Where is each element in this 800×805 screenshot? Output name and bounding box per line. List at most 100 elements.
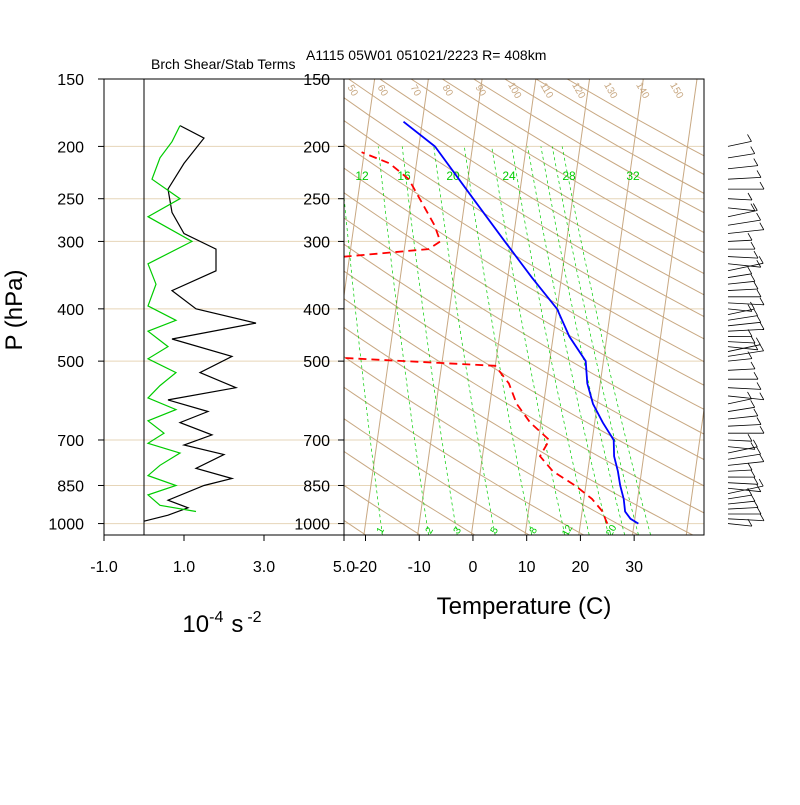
wind-barb-feather: [760, 223, 764, 230]
skewt-xtick-label--20: -20: [354, 559, 377, 576]
skewt-xtick-label-20: 20: [572, 559, 590, 576]
wind-barb: [728, 208, 755, 211]
isotherm-line: [471, 79, 535, 535]
wind-barb-feather: [757, 418, 761, 425]
mixing-ratio-label-28: 28: [562, 169, 576, 183]
wind-barb-feather: [760, 514, 764, 521]
mixing-ratio-label-bottom-20: 20: [604, 523, 619, 539]
wind-barb-feather: [759, 256, 763, 263]
wind-barb-feather: [754, 409, 758, 416]
chart-title: A1115 05W01 051021/2223 R= 408km: [306, 47, 546, 63]
mixing-ratio-label-bottom-12: 12: [560, 523, 575, 539]
adiabat-label-140: 140: [633, 81, 651, 101]
wind-barb-feather: [754, 251, 758, 258]
skewt-ytick-label-250: 250: [303, 192, 330, 209]
adiabat-label-150: 150: [667, 81, 685, 101]
wind-barb: [728, 470, 752, 471]
wind-barb: [728, 177, 761, 179]
adiabat-label-60: 60: [375, 83, 390, 99]
wind-barb-feather: [751, 470, 755, 477]
mixing-ratio-label-32: 32: [626, 169, 640, 183]
wind-barb: [728, 388, 761, 390]
wind-barb: [728, 407, 755, 411]
wind-barb-feather: [757, 507, 761, 514]
left-ytick-label-250: 250: [57, 192, 84, 209]
wind-barb: [728, 141, 752, 146]
wind-barb-feather: [750, 302, 754, 309]
wind-barb: [728, 281, 755, 284]
dry-adiabat-line: [255, 79, 800, 535]
skewt-ytick-label-300: 300: [303, 234, 330, 251]
dry-adiabat-line: [286, 79, 800, 535]
left-xtick-label--1.0: -1.0: [90, 559, 118, 576]
skewt-ytick-label-700: 700: [303, 433, 330, 450]
wind-barb-feather: [751, 147, 755, 154]
dry-adiabat-line: [567, 79, 800, 535]
wind-barb-feather: [760, 426, 764, 433]
wind-barb: [728, 345, 760, 352]
left-ytick-label-400: 400: [57, 302, 84, 319]
left-xtick-label-5.0: 5.0: [333, 559, 355, 576]
wind-barb: [728, 508, 758, 510]
left-ytick-label-1000: 1000: [48, 517, 84, 534]
wind-barb: [728, 154, 755, 158]
wind-barb-feather: [757, 290, 761, 297]
mixing-ratio-line: [541, 146, 625, 535]
wind-barb-feather: [760, 344, 764, 351]
wind-barb-feather: [748, 267, 752, 274]
left-ytick-label-150: 150: [57, 72, 84, 89]
left-ytick-label-700: 700: [57, 433, 84, 450]
wind-barb: [728, 342, 755, 343]
dry-adiabat-line: [411, 79, 800, 535]
wind-barb: [728, 240, 752, 241]
isotherm-line: [203, 79, 267, 535]
skewt-xtick-label-10: 10: [518, 559, 536, 576]
skewt-ytick-label-500: 500: [303, 354, 330, 371]
wind-barb-feather: [754, 282, 758, 289]
left-ytick-label-500: 500: [57, 354, 84, 371]
wind-barb: [728, 329, 764, 331]
adiabat-label-110: 110: [537, 81, 555, 101]
wind-barb: [728, 166, 758, 169]
skewt-ytick-label-1000: 1000: [294, 517, 330, 534]
wind-barb-feather: [760, 298, 764, 305]
wind-barb-feather: [748, 233, 752, 240]
left-xtick-label-1.0: 1.0: [173, 559, 195, 576]
dry-adiabat-line: [0, 79, 584, 535]
wind-barb: [728, 230, 764, 234]
wind-barb: [728, 501, 755, 504]
dewpoint-line: [186, 152, 607, 523]
wind-barb: [728, 416, 758, 419]
skewt-ytick-label-200: 200: [303, 139, 330, 156]
wind-barb-feather: [753, 440, 757, 447]
wind-barb: [728, 495, 752, 499]
skewt-ytick-label-150: 150: [303, 72, 330, 89]
wind-barb-feather: [751, 400, 755, 407]
dry-adiabat-line: [380, 79, 800, 535]
wind-barb-feather: [757, 315, 761, 322]
wind-barb-feather: [754, 309, 758, 316]
skewt-ytick-label-400: 400: [303, 302, 330, 319]
wind-barb-feather: [751, 336, 755, 343]
mixing-ratio-line: [512, 146, 589, 535]
adiabat-label-90: 90: [473, 83, 488, 99]
dry-adiabat-line: [193, 79, 800, 535]
y-axis-label: P (hPa): [1, 270, 28, 351]
wind-barb: [728, 316, 758, 321]
wind-barb-feather: [748, 463, 752, 470]
wind-barb: [728, 519, 764, 521]
left-series-group: [144, 126, 256, 522]
adiabat-label-100: 100: [505, 81, 523, 101]
wind-barb-feather: [751, 494, 755, 501]
wind-barb-feather: [754, 372, 758, 379]
mixing-ratio-label-bottom-2: 2: [424, 525, 437, 536]
wind-barb: [728, 289, 758, 291]
wind-barb: [728, 303, 764, 305]
wind-barb-feather: [748, 434, 752, 441]
